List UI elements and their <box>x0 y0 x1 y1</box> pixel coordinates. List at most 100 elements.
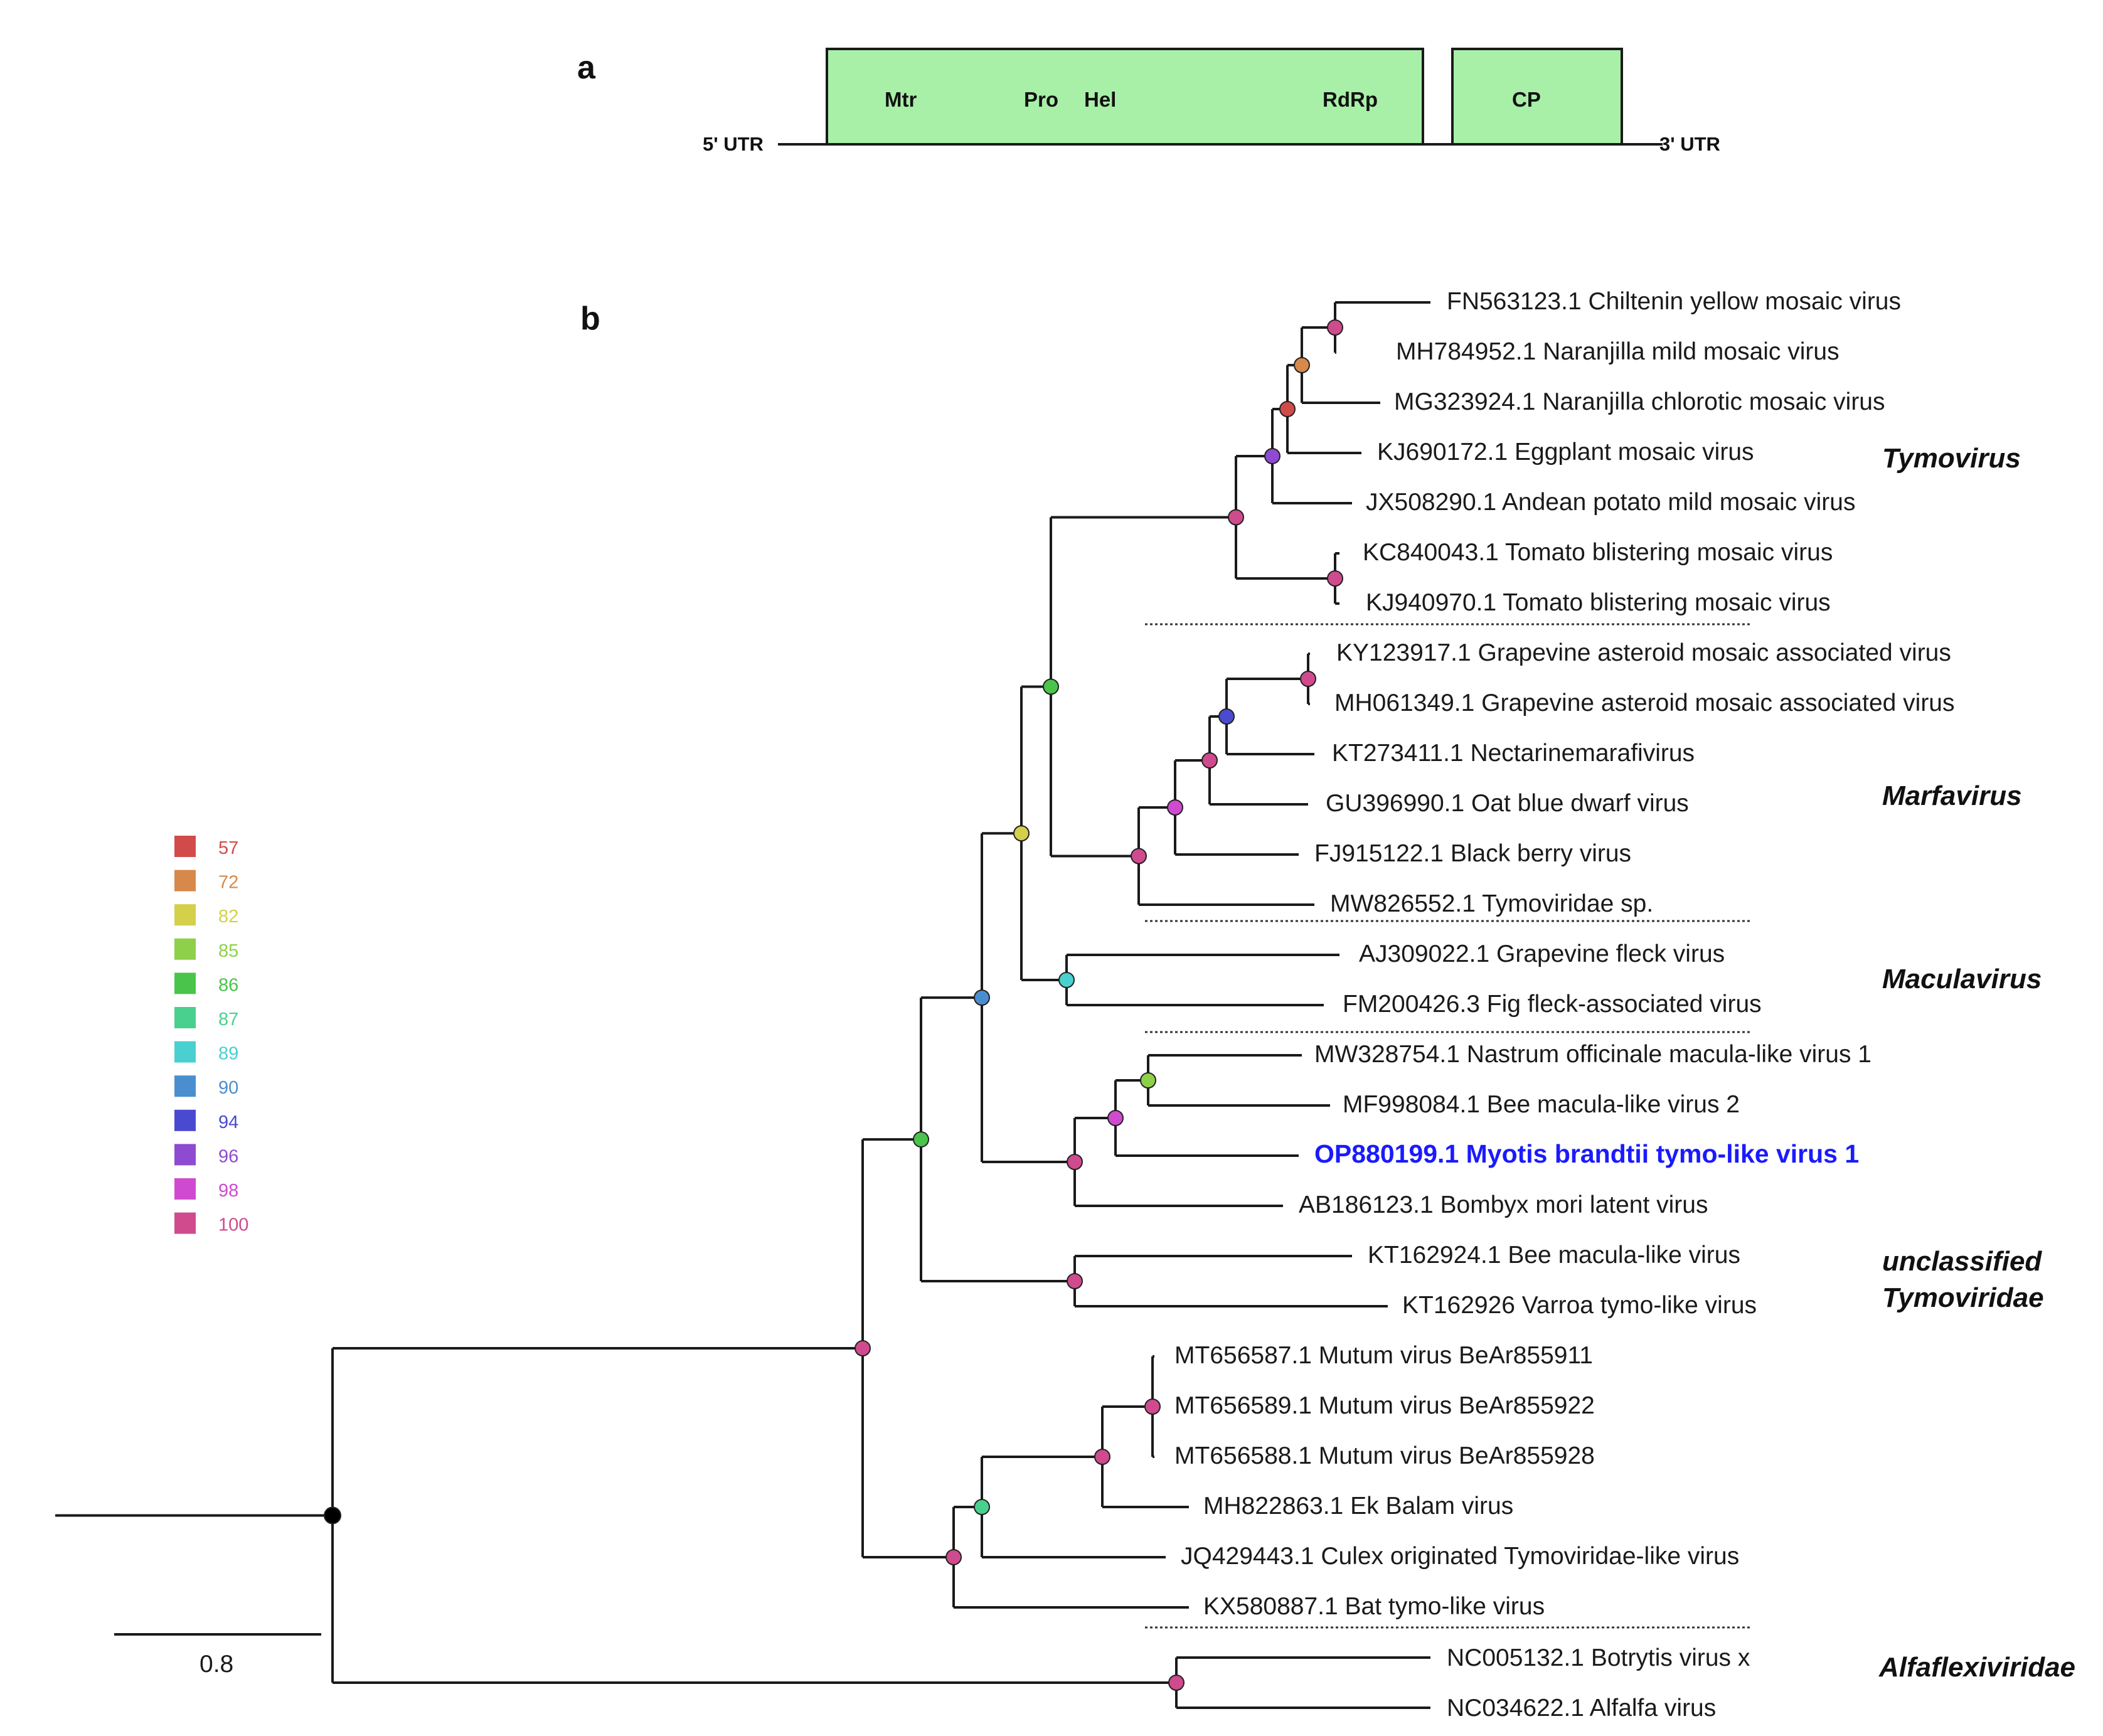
legend-value: 98 <box>218 1181 238 1201</box>
leaf-label-highlight: OP880199.1 Myotis brandtii tymo-like vir… <box>1314 1139 1859 1168</box>
legend-value: 82 <box>218 907 238 927</box>
support-node <box>1144 1398 1161 1415</box>
clade-tymovirus: Tymovirus <box>1882 443 2021 474</box>
leaf-label: MW826552.1 Tymoviridae sp. <box>1330 890 1653 917</box>
support-node <box>1327 570 1343 587</box>
support-node <box>945 1549 962 1565</box>
panel-b: b FN563123.1 Chiltenin yellow mosaic vir… <box>55 288 2075 1722</box>
leaf-label: FN563123.1 Chiltenin yellow mosaic virus <box>1447 288 1901 315</box>
leaf-label: MT656588.1 Mutum virus BeAr855928 <box>1174 1442 1595 1469</box>
utr3-label: 3' UTR <box>1659 133 1720 155</box>
leaf-label: JX508290.1 Andean potato mild mosaic vir… <box>1366 489 1855 516</box>
support-node <box>1327 319 1343 336</box>
panel-b-label: b <box>580 301 600 337</box>
legend-swatch <box>174 1075 196 1097</box>
support-node <box>1067 1154 1083 1170</box>
support-node <box>974 1499 990 1515</box>
support-node <box>1168 1675 1185 1691</box>
legend-value: 90 <box>218 1078 238 1098</box>
leaf-label: FJ915122.1 Black berry virus <box>1314 840 1631 867</box>
leaf-label: AB186123.1 Bombyx mori latent virus <box>1299 1191 1708 1218</box>
panel-a-label: a <box>577 50 596 86</box>
support-node <box>1167 799 1183 816</box>
legend-value: 57 <box>218 838 238 858</box>
legend-swatch <box>174 1007 196 1028</box>
leaf-label: NC034622.1 Alfalfa virus <box>1447 1695 1716 1722</box>
legend-value: 100 <box>218 1215 248 1235</box>
leaf-label: MT656587.1 Mutum virus BeAr855911 <box>1174 1342 1593 1369</box>
support-node <box>1067 1273 1083 1289</box>
legend-swatch <box>174 938 196 960</box>
leaf-label: KY123917.1 Grapevine asteroid mosaic ass… <box>1336 639 1951 666</box>
leaf-label: KT162926 Varroa tymo-like virus <box>1402 1292 1757 1319</box>
leaf-labels: FN563123.1 Chiltenin yellow mosaic virus… <box>1174 288 1955 1722</box>
panel-a: a 5' UTR 3' UTR Mtr Pro Hel RdRp CP <box>577 48 1720 155</box>
support-node <box>1013 825 1030 842</box>
leaf-label: KX580887.1 Bat tymo-like virus <box>1203 1593 1545 1620</box>
leaf-label: KT273411.1 Nectarinemarafivirus <box>1332 740 1695 767</box>
root-node <box>324 1506 341 1525</box>
leaf-label: KC840043.1 Tomato blistering mosaic viru… <box>1363 539 1833 566</box>
domain-rdrp: RdRp <box>1323 88 1378 111</box>
legend-value: 96 <box>218 1146 238 1166</box>
support-nodes <box>324 319 1343 1691</box>
legend-swatch <box>174 1144 196 1166</box>
legend-swatch <box>174 972 196 994</box>
domain-pro: Pro <box>1024 88 1058 111</box>
domain-cp: CP <box>1512 88 1541 111</box>
bootstrap-legend: 57 72 82 85 86 87 89 90 94 96 98 100 <box>174 836 248 1235</box>
legend-value: 89 <box>218 1044 238 1064</box>
support-node <box>1300 671 1316 687</box>
support-node <box>1228 509 1244 526</box>
leaf-label: MH061349.1 Grapevine asteroid mosaic ass… <box>1334 690 1955 716</box>
leaf-label: MT656589.1 Mutum virus BeAr855922 <box>1174 1392 1595 1419</box>
support-node <box>1140 1072 1156 1089</box>
utr5-label: 5' UTR <box>703 133 764 155</box>
leaf-label: MW328754.1 Nastrum officinale macula-lik… <box>1314 1041 1871 1068</box>
leaf-label: NC005132.1 Botrytis virus x <box>1447 1644 1750 1671</box>
leaf-label: KJ940970.1 Tomato blistering mosaic viru… <box>1366 589 1831 616</box>
legend-swatch <box>174 1109 196 1131</box>
support-node <box>1131 848 1147 865</box>
legend-value: 72 <box>218 873 238 893</box>
domain-hel: Hel <box>1084 88 1116 111</box>
support-node <box>1058 972 1075 988</box>
leaf-label: MG323924.1 Naranjilla chlorotic mosaic v… <box>1394 388 1885 415</box>
legend-value: 85 <box>218 941 238 961</box>
leaf-label: MF998084.1 Bee macula-like virus 2 <box>1343 1091 1740 1118</box>
legend-swatch <box>174 1041 196 1063</box>
leaf-label: GU396990.1 Oat blue dwarf virus <box>1326 790 1689 817</box>
leaf-label: MH822863.1 Ek Balam virus <box>1203 1493 1513 1520</box>
legend-swatch <box>174 870 196 892</box>
leaf-label: AJ309022.1 Grapevine fleck virus <box>1359 940 1725 967</box>
domain-mtr: Mtr <box>885 88 917 111</box>
legend-swatch <box>174 1212 196 1234</box>
leaf-label: KT162924.1 Bee macula-like virus <box>1368 1242 1740 1269</box>
clade-alfaflexiviridae: Alfaflexiviridae <box>1878 1652 2075 1683</box>
orf1-box <box>826 48 1424 146</box>
leaf-label: JQ429443.1 Culex originated Tymoviridae-… <box>1181 1543 1739 1570</box>
support-node <box>1264 448 1280 464</box>
support-node <box>1043 678 1059 695</box>
support-node <box>1279 401 1296 417</box>
cp-orf-box <box>1451 48 1623 146</box>
legend-swatch <box>174 1178 196 1200</box>
legend-value: 87 <box>218 1009 238 1030</box>
support-node <box>1201 752 1218 769</box>
support-node <box>1107 1110 1124 1126</box>
scale-bar-label: 0.8 <box>200 1651 233 1678</box>
support-node <box>1094 1449 1110 1465</box>
clade-maculavirus: Maculavirus <box>1882 964 2042 994</box>
support-node <box>974 989 990 1006</box>
support-node <box>855 1340 871 1357</box>
support-node <box>1218 708 1235 725</box>
support-node <box>1294 357 1310 373</box>
clade-unclassified-line1: unclassified <box>1882 1246 2042 1277</box>
legend-swatch <box>174 836 196 857</box>
clade-marfavirus: Marfavirus <box>1882 780 2022 811</box>
leaf-label: FM200426.3 Fig fleck-associated virus <box>1343 991 1762 1018</box>
leaf-label: KJ690172.1 Eggplant mosaic virus <box>1377 439 1754 466</box>
legend-swatch <box>174 904 196 926</box>
legend-value: 94 <box>218 1112 238 1132</box>
